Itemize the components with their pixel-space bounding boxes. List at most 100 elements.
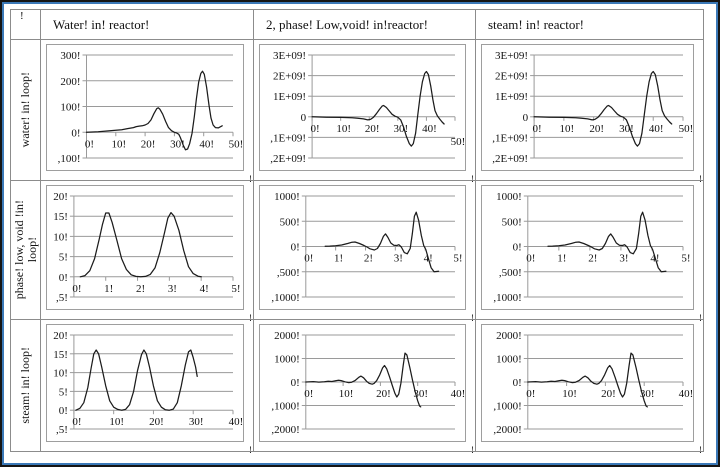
svg-text:,1E+09!: ,1E+09!	[492, 132, 528, 144]
chart-void-loop-steam-reactor: 1000! 500! 0! ,500! ,1000! 0! 1! 2! 3! 4! 5!	[481, 185, 694, 310]
svg-text:5!: 5!	[59, 386, 68, 398]
svg-text:40!: 40!	[422, 123, 437, 135]
svg-text:0!: 0!	[72, 283, 81, 295]
chart-water-loop-void-reactor: 3E+09! 2E+09! 1E+09! 0 ,1E+09! ,2E+09! 0! 10! 20…	[259, 44, 466, 171]
svg-text:,2000!: ,2000!	[493, 424, 521, 436]
svg-text:2000!: 2000!	[274, 330, 300, 342]
svg-text:20!: 20!	[149, 416, 164, 428]
svg-text:,1000!: ,1000!	[271, 401, 299, 413]
svg-text:5!: 5!	[231, 283, 240, 295]
svg-text:15!: 15!	[53, 349, 68, 361]
cell-mark: !	[249, 445, 252, 455]
svg-text:10!: 10!	[53, 231, 68, 243]
svg-text:,1000!: ,1000!	[493, 292, 521, 304]
svg-text:,500!: ,500!	[499, 267, 522, 279]
svg-text:2E+09!: 2E+09!	[273, 71, 306, 83]
chart-water-loop-steam-reactor: 3E+09! 2E+09! 1E+09! 0 ,1E+09! ,2E+09! 0! 10! 20…	[481, 44, 694, 171]
corner-mark: !	[20, 10, 24, 22]
svg-text:2E+09!: 2E+09!	[495, 71, 528, 83]
svg-text:20!: 20!	[141, 138, 156, 150]
svg-text:40!: 40!	[199, 138, 214, 150]
svg-text:3!: 3!	[168, 283, 177, 295]
row-label-steam-in-loop: steam! in! loop!	[11, 320, 41, 452]
svg-text:,5!: ,5!	[56, 424, 68, 436]
svg-text:,2E+09!: ,2E+09!	[492, 153, 528, 165]
svg-text:1000!: 1000!	[274, 354, 300, 366]
svg-text:30!: 30!	[189, 416, 204, 428]
column-header-water-in-reactor: Water! in! reactor!	[41, 10, 254, 40]
svg-text:10!: 10!	[560, 123, 575, 135]
cell-mark: !	[249, 313, 252, 323]
row-label-text: water! in! loop!	[18, 72, 32, 148]
svg-text:10!: 10!	[339, 388, 354, 400]
cell-mark: !	[699, 174, 702, 184]
svg-text:30!: 30!	[619, 123, 634, 135]
svg-text:500!: 500!	[502, 216, 522, 228]
row-label-void-in-loop: phase! low, void !in! loop!	[11, 181, 41, 320]
svg-text:10!: 10!	[53, 368, 68, 380]
svg-text:,1000!: ,1000!	[271, 292, 299, 304]
svg-text:0: 0	[301, 112, 307, 124]
svg-text:0!: 0!	[304, 253, 313, 265]
cell-mark: !	[471, 313, 474, 323]
svg-text:1000!: 1000!	[496, 191, 522, 203]
svg-text:4!: 4!	[200, 283, 209, 295]
svg-text:200!: 200!	[60, 76, 80, 88]
svg-text:0!: 0!	[311, 123, 320, 135]
cell-mark: !	[471, 174, 474, 184]
svg-text:,5!: ,5!	[56, 292, 68, 304]
chart-cell: 1000! 500! 0! ,500! ,1000! 0! 1! 2! 3! 4! 5! !	[254, 181, 476, 323]
svg-text:0!: 0!	[533, 123, 542, 135]
svg-text:2!: 2!	[136, 283, 145, 295]
chart-cell: 20! 15! 10! 5! 0! ,5! 0! 1! 2! 3! 4! 5! !	[41, 181, 254, 323]
svg-text:0!: 0!	[513, 377, 522, 389]
svg-text:15!: 15!	[53, 211, 68, 223]
cell-mark: !	[699, 445, 702, 455]
svg-text:0!: 0!	[291, 242, 300, 254]
svg-text:1!: 1!	[334, 253, 343, 265]
svg-text:500!: 500!	[280, 216, 300, 228]
chart-steam-loop-steam-reactor: 2000! 1000! 0! ,1000! ,2000! 0! 10! 20! 30! 40!	[481, 324, 694, 442]
svg-text:10!: 10!	[111, 138, 126, 150]
svg-text:5!: 5!	[59, 252, 68, 264]
svg-text:1000!: 1000!	[274, 191, 300, 203]
svg-text:1E+09!: 1E+09!	[273, 91, 306, 103]
corner-cell: !	[11, 10, 41, 40]
chart-cell: 2000! 1000! 0! ,1000! ,2000! 0! 10! 20! 30! 40! !	[254, 320, 476, 455]
svg-text:,1E+09!: ,1E+09!	[270, 132, 306, 144]
svg-text:0!: 0!	[59, 405, 68, 417]
svg-text:40!: 40!	[649, 123, 664, 135]
svg-text:50!: 50!	[451, 136, 465, 148]
svg-text:0!: 0!	[526, 388, 535, 400]
cell-mark: !	[249, 174, 252, 184]
svg-text:40!: 40!	[451, 388, 465, 400]
svg-text:3!: 3!	[619, 253, 628, 265]
svg-text:0!: 0!	[71, 127, 80, 139]
svg-text:40!: 40!	[679, 388, 693, 400]
svg-text:,2000!: ,2000!	[271, 424, 299, 436]
column-header-label: 2, phase! Low,void! in!reactor!	[266, 16, 428, 32]
chart-cell: 3E+09! 2E+09! 1E+09! 0 ,1E+09! ,2E+09! 0! 10! 20…	[254, 40, 476, 184]
svg-text:1!: 1!	[104, 283, 113, 295]
chart-cell: 1000! 500! 0! ,500! ,1000! 0! 1! 2! 3! 4! 5! !	[476, 181, 704, 323]
column-header-void-in-reactor: 2, phase! Low,void! in!reactor!	[254, 10, 476, 40]
svg-text:5!: 5!	[681, 253, 690, 265]
svg-text:3E+09!: 3E+09!	[495, 50, 528, 62]
row-label-water-in-loop: water! in! loop!	[11, 40, 41, 181]
svg-text:,1000!: ,1000!	[493, 401, 521, 413]
svg-text:20!: 20!	[376, 388, 391, 400]
svg-text:1000!: 1000!	[496, 354, 522, 366]
cell-mark: !	[699, 313, 702, 323]
svg-text:20!: 20!	[589, 123, 604, 135]
column-header-label: Water! in! reactor!	[53, 16, 150, 32]
svg-text:0!: 0!	[513, 242, 522, 254]
svg-text:3E+09!: 3E+09!	[273, 50, 306, 62]
chart-water-loop-water-reactor: 300! 200! 100! 0! ,100! 0! 10! 20! 30! 40! 50!	[46, 44, 244, 171]
chart-cell: 2000! 1000! 0! ,1000! ,2000! 0! 10! 20! 30! 40! !	[476, 320, 704, 455]
svg-text:100!: 100!	[60, 102, 80, 114]
chart-void-loop-water-reactor: 20! 15! 10! 5! 0! ,5! 0! 1! 2! 3! 4! 5!	[46, 185, 244, 310]
row-label-text: phase! low, void !in! loop!	[11, 200, 39, 300]
svg-text:20!: 20!	[53, 330, 68, 342]
svg-text:10!: 10!	[336, 123, 351, 135]
